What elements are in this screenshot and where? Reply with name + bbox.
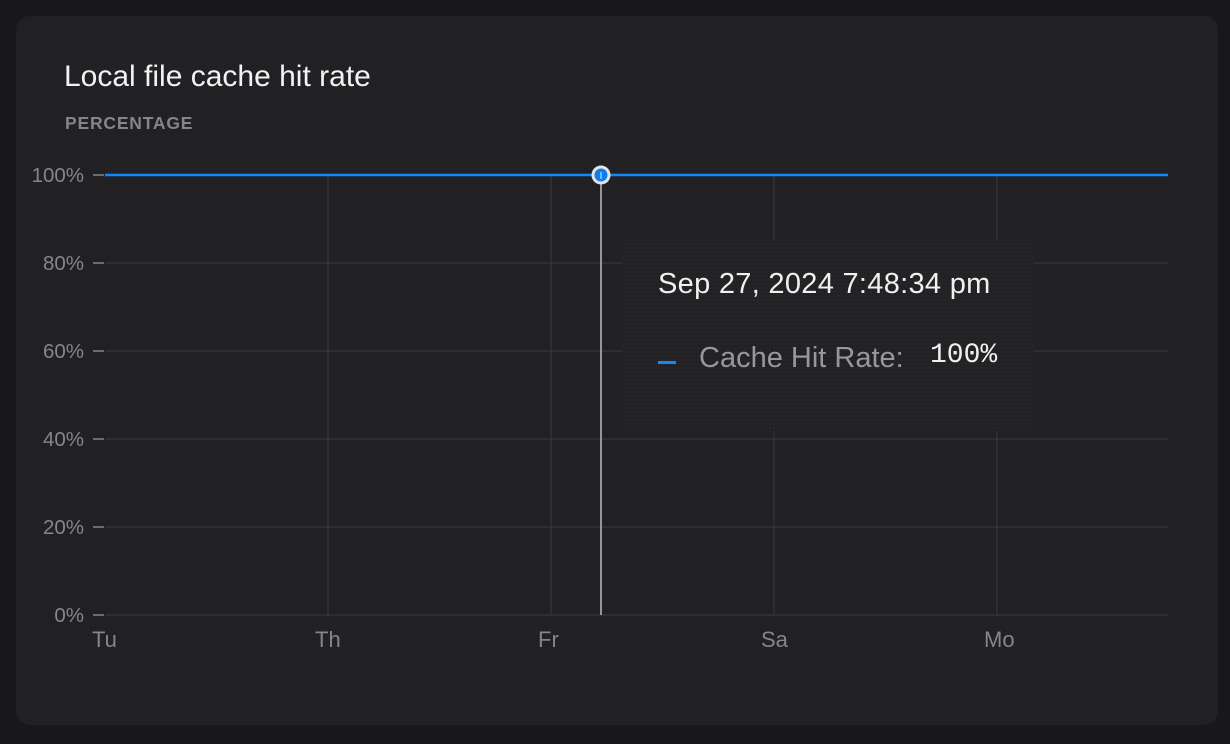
- svg-text:Fr: Fr: [538, 627, 559, 652]
- svg-text:80%: 80%: [43, 252, 84, 275]
- svg-text:Mo: Mo: [984, 627, 1015, 652]
- svg-text:Th: Th: [315, 627, 341, 652]
- svg-text:100%: 100%: [32, 164, 84, 187]
- svg-text:60%: 60%: [43, 340, 84, 363]
- svg-text:Tu: Tu: [92, 627, 117, 652]
- svg-text:0%: 0%: [54, 604, 84, 627]
- svg-text:20%: 20%: [43, 516, 84, 539]
- svg-text:40%: 40%: [43, 428, 84, 451]
- svg-text:Sa: Sa: [761, 627, 789, 652]
